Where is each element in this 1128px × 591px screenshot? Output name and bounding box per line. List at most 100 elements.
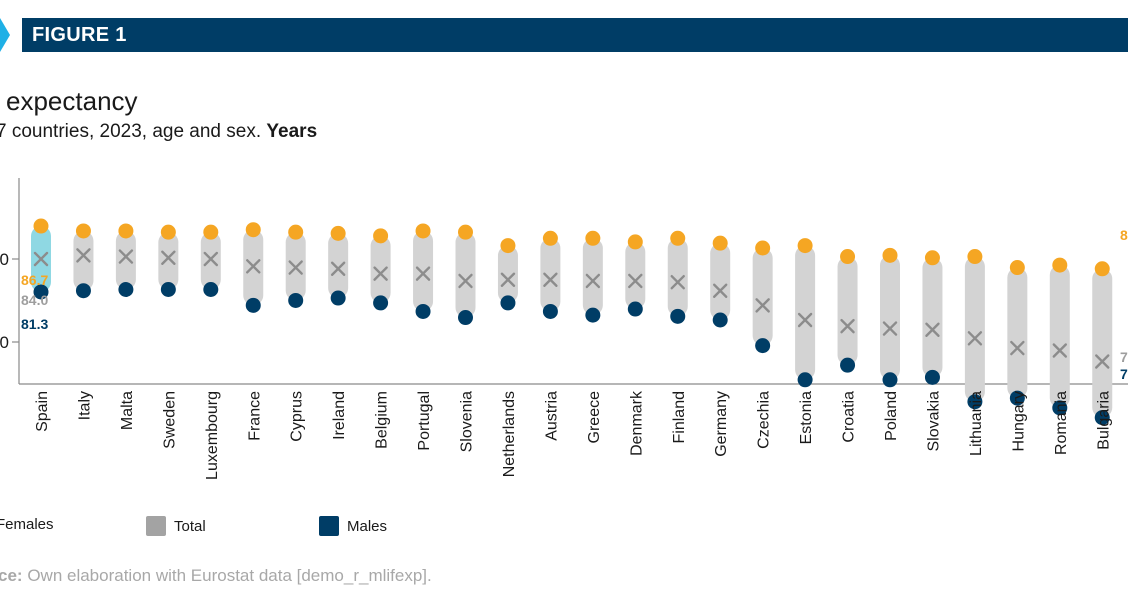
male-point — [882, 372, 898, 388]
category-label: Denmark — [628, 390, 645, 456]
male-point — [118, 282, 134, 297]
legend-total: Total — [146, 516, 206, 536]
chart-subtitle: 7 countries, 2023, age and sex. Years — [0, 121, 317, 143]
range-bar — [582, 238, 603, 316]
eu-female-label: 86.7 — [21, 272, 48, 288]
female-point — [585, 230, 601, 246]
female-point — [627, 234, 643, 250]
range-bar — [497, 245, 518, 303]
eu-total-label: 84.0 — [21, 292, 48, 308]
legend-females: Females — [0, 516, 54, 533]
female-point — [458, 224, 473, 240]
total-point — [203, 251, 218, 267]
range-bar — [1007, 267, 1028, 399]
range-bar — [115, 230, 136, 290]
range-bar — [837, 256, 858, 366]
female-point — [755, 240, 771, 256]
male-point — [415, 303, 431, 319]
female-point — [500, 238, 516, 254]
source-label: ce: — [0, 566, 23, 585]
total-point — [500, 272, 516, 287]
female-point — [160, 224, 176, 240]
banner-arrow-icon — [0, 18, 10, 52]
total-point — [458, 273, 473, 289]
range-bar — [1049, 265, 1070, 408]
male-point — [670, 308, 686, 324]
category-label: Austria — [543, 391, 560, 441]
total-point — [118, 249, 134, 264]
total-point — [161, 250, 176, 265]
male-point — [500, 295, 516, 311]
category-label: Sweden — [161, 391, 178, 449]
category-label: Italy — [76, 391, 93, 420]
male-point — [160, 282, 176, 297]
male-point — [755, 338, 771, 354]
category-label: Finland — [671, 391, 688, 443]
category-label: Belgium — [374, 391, 391, 449]
category-label: Croatia — [841, 391, 858, 443]
source-text: Own elaboration with Eurostat data [demo… — [27, 566, 432, 585]
category-label: Slovenia — [459, 391, 476, 452]
range-bar — [667, 238, 688, 317]
male-point — [288, 292, 304, 308]
range-bar — [1092, 268, 1113, 418]
range-bar — [370, 235, 391, 303]
category-label: Malta — [119, 391, 136, 430]
category-label: Netherlands — [501, 391, 518, 477]
male-point — [1052, 400, 1068, 416]
total-point — [840, 318, 855, 334]
female-point — [797, 238, 813, 254]
female-point — [373, 228, 389, 244]
range-bar — [625, 241, 646, 310]
subtitle-text: 7 countries, 2023, age and sex. — [0, 121, 262, 142]
category-label: Lithuania — [968, 391, 985, 456]
range-bar — [922, 257, 943, 378]
female-point — [245, 222, 261, 238]
male-point — [840, 357, 856, 373]
legend-males: Males — [319, 516, 387, 536]
male-point — [797, 372, 813, 388]
range-bar — [73, 230, 94, 291]
female-point — [1094, 261, 1110, 277]
range-bar — [200, 232, 221, 290]
female-point — [118, 223, 134, 239]
figure-label: FIGURE 1 — [32, 24, 127, 46]
range-bar — [158, 232, 179, 290]
range-bar — [413, 230, 434, 312]
total-point — [1052, 343, 1067, 358]
female-point — [670, 230, 686, 246]
legend-total-label: Total — [174, 517, 206, 535]
total-point — [670, 274, 685, 290]
category-label: Ireland — [331, 391, 348, 440]
category-label: Slovakia — [925, 391, 942, 452]
total-point — [882, 321, 898, 336]
male-point — [1009, 390, 1025, 406]
total-point — [797, 312, 813, 328]
female-point — [415, 223, 431, 239]
total-point — [373, 266, 388, 281]
total-point — [330, 261, 346, 276]
total-point — [415, 266, 431, 281]
total-point — [628, 273, 643, 289]
male-point — [712, 312, 728, 328]
male-point — [967, 394, 983, 410]
category-label: Greece — [586, 391, 603, 444]
total-point — [76, 248, 91, 263]
legend-females-label: Females — [0, 516, 54, 533]
range-bar — [880, 255, 900, 380]
male-point — [373, 295, 389, 311]
male-point — [33, 284, 49, 300]
total-point — [288, 260, 303, 275]
male-point — [627, 301, 643, 317]
total-point — [755, 298, 770, 313]
category-label: Estonia — [798, 391, 815, 444]
male-point — [245, 297, 261, 313]
source-note: ce: Own elaboration with Eurostat data [… — [0, 566, 432, 586]
male-point — [458, 310, 473, 326]
category-label: Spain — [34, 391, 51, 432]
total-point — [543, 272, 558, 287]
range-bar — [795, 245, 816, 380]
male-point — [1094, 410, 1110, 426]
male-point — [330, 290, 346, 306]
